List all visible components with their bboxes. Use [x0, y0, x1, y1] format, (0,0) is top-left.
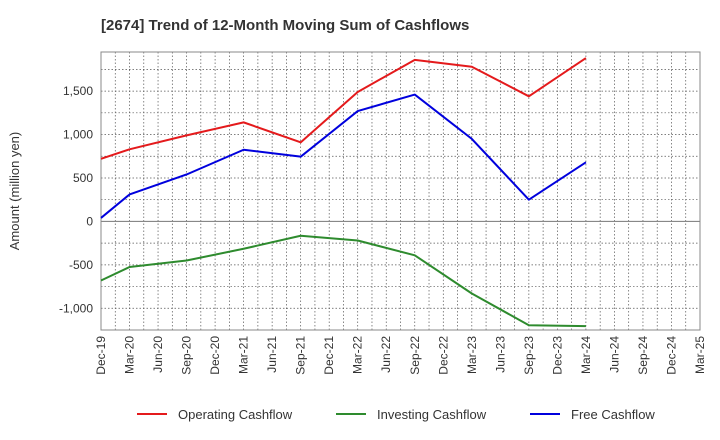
y-tick-label: 500 — [73, 171, 93, 185]
x-tick-label: Dec-19 — [94, 336, 108, 375]
y-axis-ticks: -1,000 -500 0 500 1,000 1,500 — [59, 84, 93, 315]
y-tick-label: 1,000 — [63, 128, 93, 142]
legend-label: Investing Cashflow — [377, 407, 487, 422]
x-tick-label: Sep-21 — [294, 336, 308, 375]
x-tick-label: Dec-22 — [436, 336, 450, 375]
x-tick-label: Dec-23 — [550, 336, 564, 375]
y-tick-label: -1,000 — [59, 301, 93, 315]
chart-title: [2674] Trend of 12-Month Moving Sum of C… — [101, 17, 469, 34]
legend: Operating Cashflow Investing Cashflow Free… — [137, 407, 655, 422]
x-tick-label: Sep-24 — [636, 336, 650, 375]
x-tick-label: Jun-21 — [265, 336, 279, 373]
y-tick-label: 1,500 — [63, 84, 93, 98]
x-tick-label: Sep-22 — [408, 336, 422, 375]
x-tick-label: Mar-22 — [351, 336, 365, 374]
x-tick-label: Mar-25 — [693, 336, 707, 374]
plot-area — [100, 51, 701, 331]
x-tick-label: Sep-23 — [522, 336, 536, 375]
legend-label: Operating Cashflow — [178, 407, 293, 422]
x-tick-label: Dec-21 — [322, 336, 336, 375]
y-tick-label: 0 — [86, 214, 93, 228]
y-tick-label: -500 — [69, 258, 93, 272]
x-tick-label: Mar-24 — [579, 336, 593, 374]
x-tick-label: Jun-22 — [379, 336, 393, 373]
grid-lines — [100, 52, 701, 331]
x-tick-label: Jun-24 — [607, 336, 621, 373]
y-axis-label: Amount (million yen) — [7, 132, 22, 251]
x-tick-label: Dec-20 — [208, 336, 222, 375]
series-line — [100, 93, 587, 219]
x-tick-label: Mar-20 — [123, 336, 137, 374]
x-tick-label: Dec-24 — [664, 336, 678, 375]
legend-label: Free Cashflow — [571, 407, 655, 422]
x-tick-label: Mar-23 — [465, 336, 479, 374]
x-tick-label: Sep-20 — [180, 336, 194, 375]
x-tick-label: Jun-23 — [493, 336, 507, 373]
series-lines — [100, 57, 587, 328]
x-tick-label: Mar-21 — [237, 336, 251, 374]
x-tick-label: Jun-20 — [151, 336, 165, 373]
series-line — [100, 234, 586, 328]
series-line — [100, 57, 587, 160]
x-axis-ticks: Dec-19 Mar-20 Jun-20 Sep-20 Dec-20 Mar-21 Jun-… — [94, 336, 707, 375]
